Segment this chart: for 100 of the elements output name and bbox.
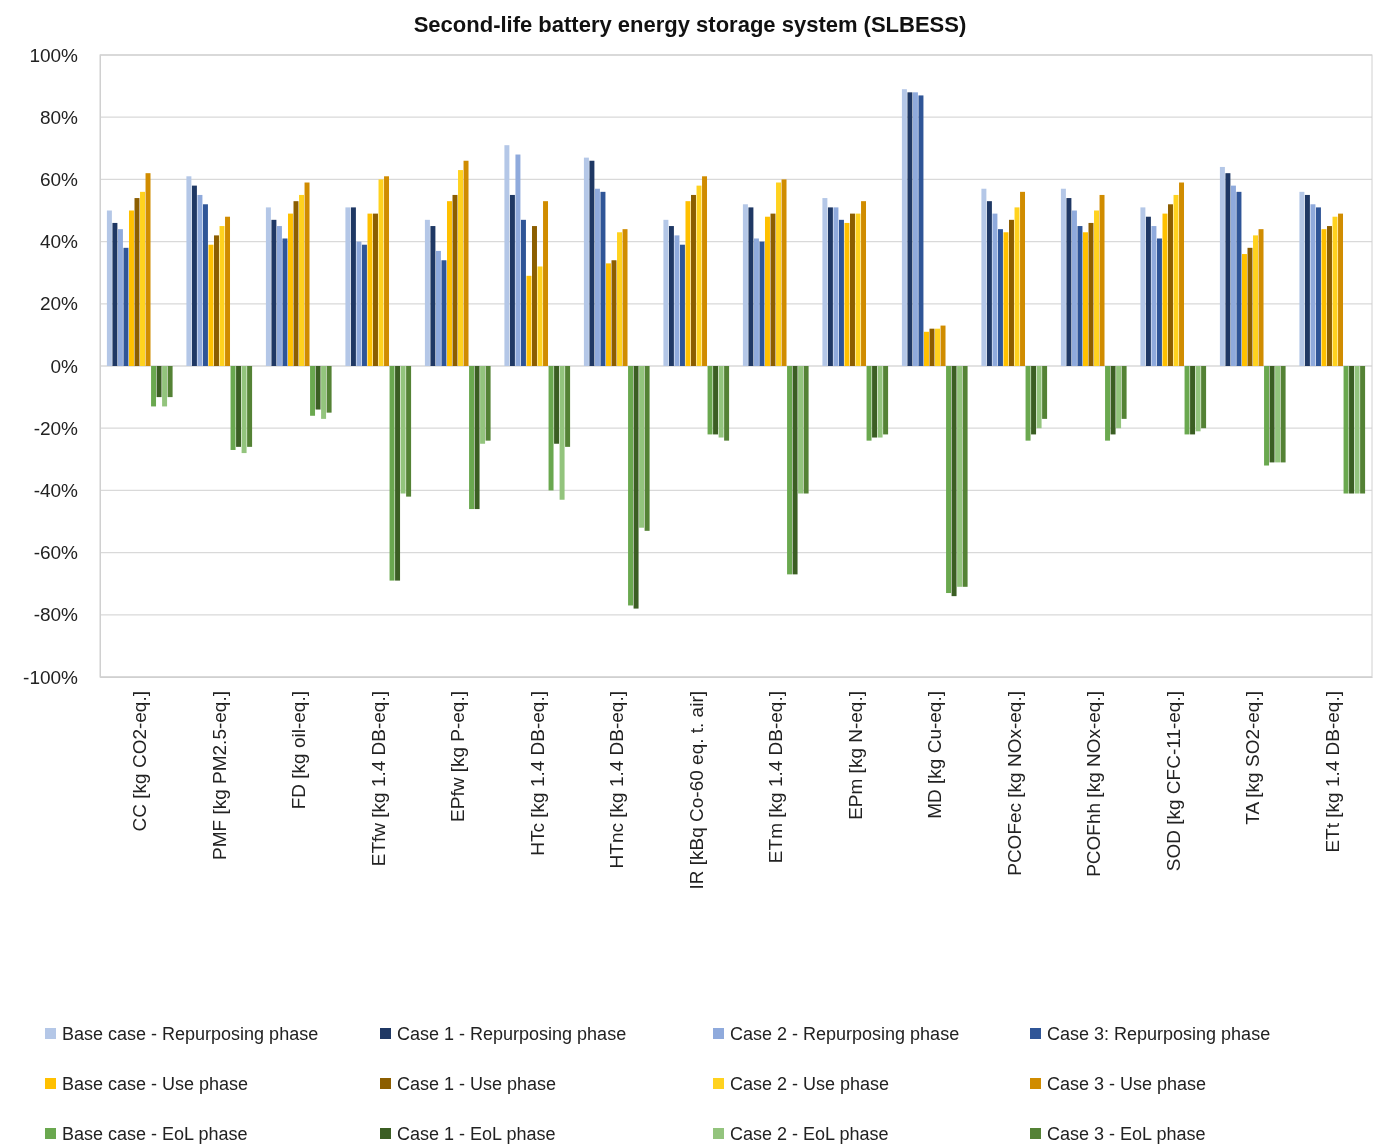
x-tick-label: HTc [kg 1.4 DB-eq.]	[526, 691, 548, 856]
bar	[866, 366, 872, 441]
bar	[1009, 219, 1014, 366]
bar	[230, 366, 236, 450]
bar	[1343, 366, 1349, 494]
bar	[241, 366, 247, 454]
bar	[123, 247, 129, 366]
bar	[759, 241, 765, 366]
bar	[565, 366, 571, 447]
bar	[838, 219, 844, 366]
bar	[145, 173, 151, 366]
bar	[1354, 366, 1360, 494]
bar	[1060, 188, 1066, 366]
bar	[299, 194, 304, 366]
bar	[162, 366, 168, 407]
bar	[633, 366, 639, 609]
y-tick-label: 40%	[39, 231, 79, 253]
bar	[350, 207, 356, 366]
bar	[1241, 254, 1247, 366]
bar	[1321, 229, 1327, 366]
bar	[458, 170, 463, 366]
bar	[1077, 226, 1083, 366]
x-tick-label: HTnc [kg 1.4 DB-eq.]	[606, 691, 628, 869]
y-tick-label: -40%	[33, 479, 79, 501]
bar	[548, 366, 554, 491]
bar	[986, 201, 992, 366]
bar	[463, 160, 469, 366]
bar	[361, 244, 367, 366]
y-tick-label: 20%	[39, 293, 79, 315]
bar	[504, 145, 510, 366]
bar	[748, 207, 754, 366]
bar	[901, 89, 907, 366]
bar	[1275, 366, 1281, 463]
bar	[310, 366, 316, 416]
bar	[679, 244, 685, 366]
x-tick-label: ETm [kg 1.4 DB-eq.]	[765, 691, 787, 864]
bar	[345, 207, 351, 366]
bar	[798, 366, 804, 494]
bar	[781, 179, 787, 366]
bar	[276, 226, 282, 366]
bar	[685, 201, 691, 366]
x-tick-label: PCOFec [kg NOx-eq.]	[1003, 691, 1025, 876]
legend-label: Case 1 - Repurposing phase	[397, 1024, 627, 1045]
legend-label: Case 1 - Use phase	[397, 1074, 557, 1095]
bar	[247, 366, 253, 447]
bar	[997, 229, 1003, 366]
bar	[395, 366, 401, 581]
bar	[1190, 366, 1196, 435]
bar	[827, 207, 833, 366]
bar	[1116, 366, 1122, 429]
bar	[287, 213, 293, 366]
bar	[367, 213, 373, 366]
bar	[935, 328, 940, 366]
bar	[861, 201, 867, 366]
bar	[992, 213, 998, 366]
bar	[872, 366, 878, 438]
x-tick-label: PCOFhh [kg NOx-eq.]	[1083, 691, 1105, 877]
bar	[605, 263, 611, 366]
bar	[628, 366, 634, 606]
bar	[197, 194, 203, 366]
bar	[1349, 366, 1355, 494]
bar	[668, 226, 674, 366]
bar	[208, 244, 214, 366]
bar	[543, 201, 549, 366]
bar	[981, 188, 987, 366]
x-tick-label: PMF [kg PM2.5-eq.]	[208, 691, 230, 860]
bar	[1145, 216, 1151, 366]
bar	[883, 366, 889, 435]
bar	[583, 157, 589, 366]
bar	[326, 366, 332, 413]
bar	[532, 226, 537, 366]
legend-label: Base case - Repurposing phase	[62, 1024, 319, 1045]
bar	[1315, 207, 1321, 366]
bar	[1280, 366, 1286, 463]
bar	[923, 331, 929, 366]
bar	[424, 219, 430, 366]
bar	[617, 232, 622, 366]
bar	[951, 366, 957, 597]
bar	[1066, 198, 1072, 366]
bar	[356, 241, 362, 366]
bar	[304, 182, 310, 366]
bar	[962, 366, 968, 587]
bar	[674, 235, 680, 366]
bar	[1195, 366, 1201, 432]
bar	[117, 229, 123, 366]
y-tick-label: -100%	[23, 666, 79, 688]
bar	[1121, 366, 1127, 419]
bar	[406, 366, 412, 497]
bar	[1162, 213, 1168, 366]
y-tick-label: 0%	[50, 355, 79, 377]
bar	[1327, 226, 1332, 366]
bar	[156, 366, 162, 398]
bar	[776, 182, 781, 366]
bar	[1020, 191, 1026, 366]
bar	[1269, 366, 1275, 463]
bar	[594, 188, 600, 366]
legend-label: Base case - EoL phase	[62, 1124, 248, 1144]
legend-label: Case 2 - EoL phase	[730, 1124, 889, 1144]
bar	[151, 366, 157, 407]
bar	[167, 366, 173, 398]
